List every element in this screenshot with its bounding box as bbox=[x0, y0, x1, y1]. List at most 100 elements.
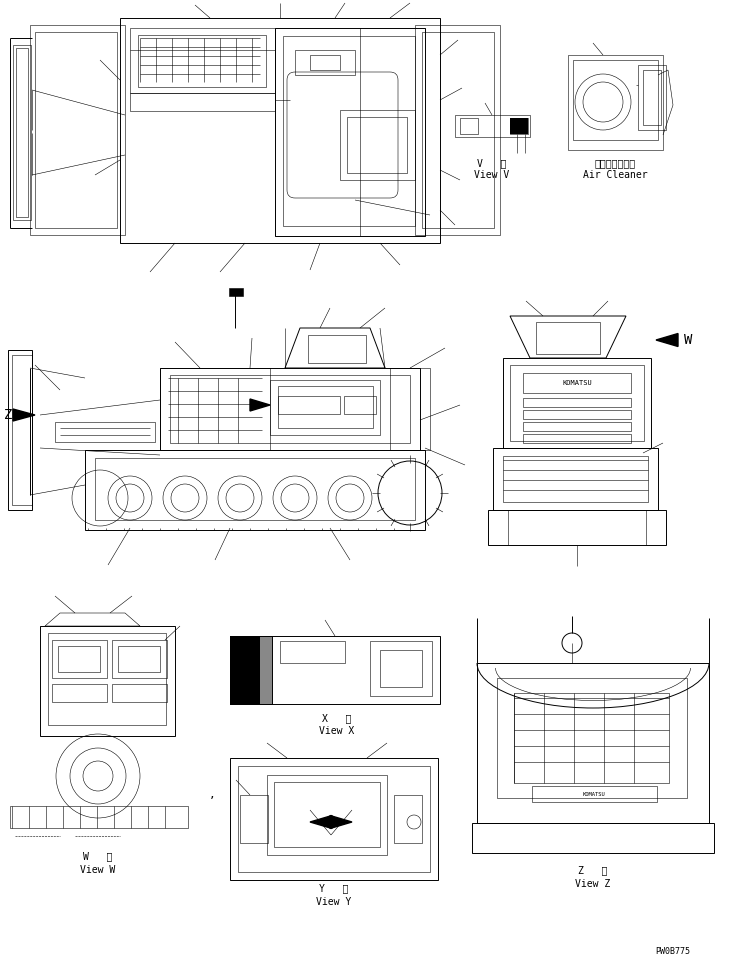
Bar bbox=[30, 25, 125, 235]
Bar bbox=[394, 795, 422, 843]
Bar bbox=[275, 28, 425, 236]
Bar bbox=[510, 365, 644, 441]
Text: View V: View V bbox=[474, 170, 510, 180]
Polygon shape bbox=[310, 815, 332, 829]
Bar bbox=[112, 684, 167, 702]
Bar bbox=[523, 422, 631, 431]
Bar bbox=[283, 36, 415, 226]
Bar bbox=[130, 28, 275, 93]
Bar bbox=[230, 636, 260, 704]
Bar bbox=[58, 646, 100, 672]
Bar bbox=[130, 93, 275, 111]
Polygon shape bbox=[13, 409, 35, 421]
Bar bbox=[510, 118, 528, 134]
Bar bbox=[112, 640, 167, 678]
Bar bbox=[35, 32, 117, 228]
Bar bbox=[10, 806, 188, 828]
Polygon shape bbox=[330, 815, 352, 829]
Text: View Z: View Z bbox=[575, 879, 610, 889]
Bar bbox=[308, 335, 366, 363]
Bar bbox=[415, 25, 500, 235]
Bar bbox=[573, 60, 658, 140]
Bar bbox=[267, 775, 387, 855]
Bar bbox=[120, 18, 440, 243]
Bar bbox=[160, 368, 270, 450]
Bar bbox=[16, 48, 28, 217]
Bar bbox=[52, 684, 107, 702]
Bar bbox=[472, 823, 714, 853]
Bar bbox=[477, 663, 709, 823]
Bar bbox=[536, 322, 600, 354]
Bar bbox=[52, 640, 107, 678]
Bar bbox=[240, 795, 268, 843]
Bar bbox=[229, 288, 243, 296]
Text: KOMATSU: KOMATSU bbox=[583, 791, 605, 797]
Bar bbox=[85, 450, 425, 530]
Polygon shape bbox=[250, 399, 270, 411]
Text: View X: View X bbox=[320, 726, 355, 736]
Bar bbox=[370, 641, 432, 696]
Bar bbox=[523, 434, 631, 443]
Bar bbox=[344, 396, 376, 414]
Text: X   視: X 視 bbox=[323, 713, 352, 723]
Bar bbox=[278, 386, 373, 428]
Bar bbox=[40, 626, 175, 736]
Bar bbox=[138, 35, 266, 87]
Text: View W: View W bbox=[80, 865, 115, 875]
Bar bbox=[390, 368, 430, 450]
Text: Z   視: Z 視 bbox=[578, 865, 607, 875]
Bar bbox=[493, 448, 658, 510]
Bar bbox=[523, 410, 631, 419]
Text: Y   視: Y 視 bbox=[319, 883, 349, 893]
Text: ,: , bbox=[209, 790, 215, 800]
Bar bbox=[638, 65, 666, 130]
Text: W   視: W 視 bbox=[83, 851, 112, 861]
Text: W: W bbox=[684, 333, 692, 347]
Bar bbox=[230, 758, 438, 880]
Bar bbox=[230, 636, 272, 704]
Text: Air Cleaner: Air Cleaner bbox=[583, 170, 648, 180]
Bar bbox=[568, 55, 663, 150]
Bar bbox=[8, 350, 32, 510]
Bar bbox=[503, 456, 648, 502]
Bar bbox=[347, 117, 407, 173]
Bar bbox=[274, 782, 380, 847]
Bar bbox=[160, 368, 420, 450]
Text: PW0B775: PW0B775 bbox=[655, 948, 690, 956]
Bar bbox=[488, 510, 666, 545]
Bar bbox=[340, 110, 415, 180]
Bar bbox=[238, 766, 430, 872]
Bar bbox=[48, 633, 166, 725]
Bar bbox=[643, 70, 661, 125]
Bar bbox=[95, 458, 415, 520]
Bar bbox=[270, 380, 380, 435]
Bar bbox=[532, 786, 657, 802]
Bar bbox=[422, 32, 494, 228]
Bar bbox=[514, 693, 669, 783]
Polygon shape bbox=[656, 333, 678, 347]
Bar bbox=[55, 422, 155, 442]
Bar bbox=[278, 396, 340, 414]
Bar bbox=[460, 118, 478, 134]
Bar bbox=[497, 678, 687, 798]
Bar bbox=[230, 636, 440, 704]
Bar bbox=[510, 118, 528, 134]
Bar bbox=[523, 373, 631, 393]
Bar bbox=[170, 375, 410, 443]
Bar bbox=[380, 650, 422, 687]
Text: View Y: View Y bbox=[316, 897, 352, 907]
Text: V   視: V 視 bbox=[477, 158, 507, 168]
Bar bbox=[503, 358, 651, 448]
Bar bbox=[12, 355, 32, 505]
Text: エアークリーナ: エアークリーナ bbox=[594, 158, 636, 168]
Bar bbox=[523, 398, 631, 407]
Bar bbox=[280, 641, 345, 663]
Bar bbox=[230, 636, 272, 704]
Text: KOMATSU: KOMATSU bbox=[562, 380, 592, 386]
Text: Z: Z bbox=[4, 408, 12, 422]
Bar bbox=[118, 646, 160, 672]
Bar bbox=[455, 115, 530, 137]
Bar bbox=[13, 45, 31, 220]
Bar bbox=[310, 55, 340, 70]
Bar bbox=[295, 50, 355, 75]
